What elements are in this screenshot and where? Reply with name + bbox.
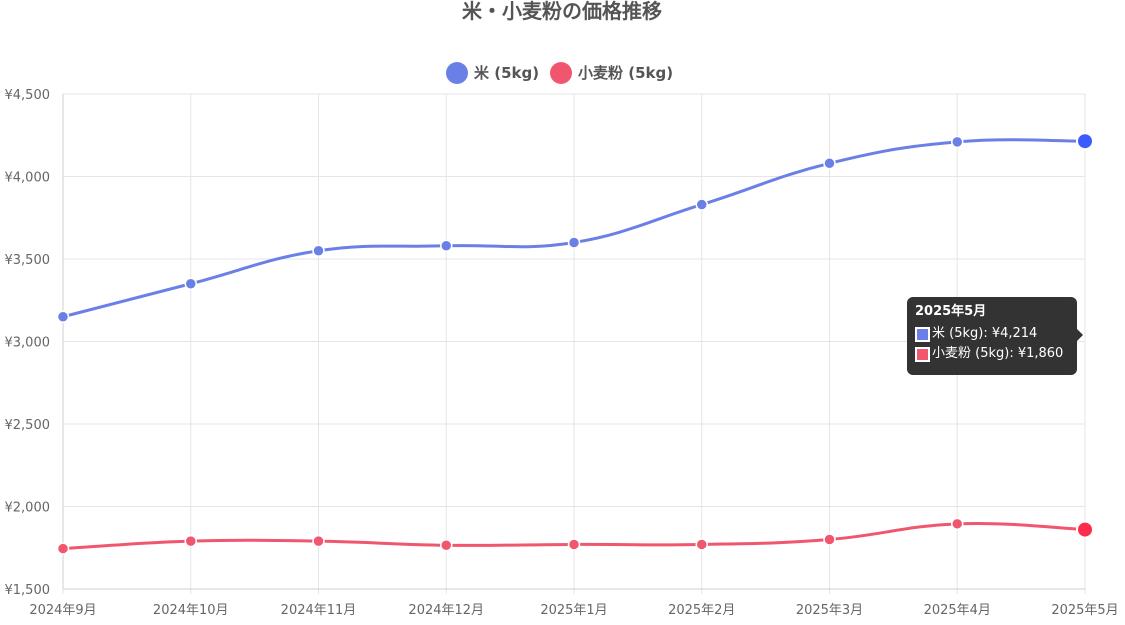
tooltip: 2025年5月 米 (5kg): ¥4,214 小麦粉 (5kg): ¥1,86…	[907, 297, 1083, 375]
y-tick-label: ¥4,000	[5, 171, 51, 186]
x-tick-label: 2025年4月	[924, 603, 991, 618]
legend-marker-flour[interactable]	[550, 62, 572, 84]
data-point-flour[interactable]	[440, 539, 453, 552]
tooltip-label-rice: 米 (5kg): ¥4,214	[932, 326, 1038, 341]
tooltip-row-flour: 小麦粉 (5kg): ¥1,860	[915, 344, 1069, 364]
data-point-flour[interactable]	[184, 534, 197, 548]
data-point-flour[interactable]	[951, 517, 964, 531]
data-point-flour[interactable]	[312, 534, 325, 548]
y-tick-label: ¥3,500	[5, 253, 51, 268]
data-point-rice[interactable]	[56, 310, 70, 323]
data-point-rice[interactable]	[184, 277, 197, 290]
data-point-rice[interactable]	[440, 239, 453, 253]
legend: 米 (5kg) 小麦粉 (5kg)	[446, 62, 673, 84]
data-point-flour[interactable]	[823, 533, 836, 546]
data-point-rice[interactable]	[1076, 132, 1094, 151]
data-point-flour[interactable]	[1076, 520, 1094, 539]
y-tick-label: ¥2,000	[5, 501, 51, 516]
x-tick-label: 2024年12月	[408, 603, 484, 618]
legend-label-rice[interactable]: 米 (5kg)	[474, 64, 539, 82]
data-point-flour[interactable]	[56, 542, 70, 555]
x-tick-label: 2024年10月	[153, 603, 229, 618]
x-axis: 2024年9月 2024年10月 2024年11月 2024年12月 2025年1月 20…	[29, 603, 1118, 618]
tooltip-title: 2025年5月	[915, 304, 987, 319]
series-layer	[56, 132, 1094, 555]
tooltip-swatch-rice	[915, 326, 930, 342]
data-point-flour[interactable]	[695, 538, 708, 551]
x-tick-label: 2025年2月	[668, 603, 735, 618]
tooltip-row-rice: 米 (5kg): ¥4,214	[915, 324, 1069, 344]
y-tick-label: ¥4,500	[5, 88, 51, 103]
y-tick-label: ¥1,500	[5, 583, 51, 598]
legend-marker-rice[interactable]	[446, 62, 468, 84]
legend-label-flour[interactable]: 小麦粉 (5kg)	[578, 64, 673, 82]
chart-title: 米・小麦粉の価格推移	[462, 0, 662, 23]
data-point-rice[interactable]	[312, 244, 325, 257]
y-tick-label: ¥3,000	[5, 336, 51, 351]
x-tick-label: 2024年9月	[29, 603, 96, 618]
data-point-rice[interactable]	[823, 157, 836, 170]
x-tick-label: 2024年11月	[281, 603, 357, 618]
data-point-flour[interactable]	[567, 538, 581, 551]
tooltip-arrow	[1077, 329, 1083, 341]
data-point-rice[interactable]	[951, 135, 964, 149]
y-tick-label: ¥2,500	[5, 418, 51, 433]
x-tick-label: 2025年1月	[540, 603, 607, 618]
data-point-rice[interactable]	[567, 236, 581, 249]
tooltip-swatch-flour	[915, 346, 930, 362]
y-axis: ¥1,500 ¥2,000 ¥2,500 ¥3,000 ¥3,500 ¥4,000 ¥4,5…	[5, 88, 51, 598]
data-point-rice[interactable]	[695, 198, 708, 211]
tooltip-label-flour: 小麦粉 (5kg): ¥1,860	[932, 346, 1064, 361]
x-tick-label: 2025年3月	[796, 603, 863, 618]
x-tick-label: 2025年5月	[1051, 603, 1118, 618]
